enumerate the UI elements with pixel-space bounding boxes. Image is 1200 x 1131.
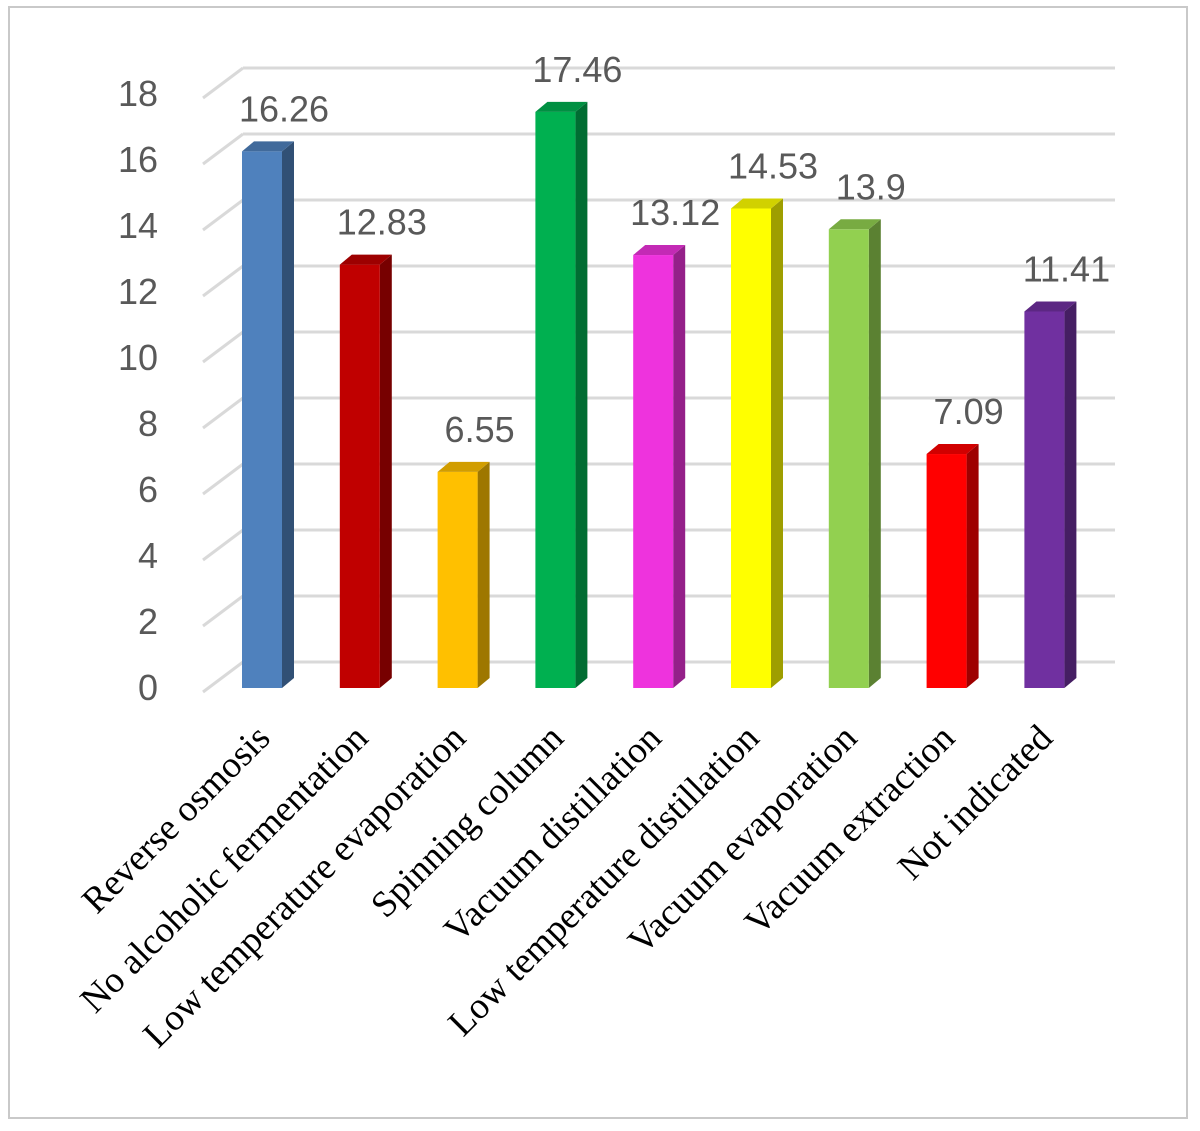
chart-frame — [8, 6, 1188, 1119]
y-tick-label: 14 — [118, 205, 158, 246]
bar-top — [339, 254, 392, 265]
data-label: 17.46 — [532, 49, 622, 90]
bar-side — [379, 254, 392, 689]
bars — [242, 101, 1077, 689]
bar-side — [477, 461, 490, 688]
bar-side — [1064, 301, 1077, 688]
data-label: 6.55 — [445, 409, 515, 450]
bar-top — [242, 141, 294, 152]
y-tick-label: 18 — [118, 73, 158, 114]
y-tick-label: 16 — [118, 139, 158, 180]
y-tick-label: 6 — [138, 469, 158, 510]
bar-top — [633, 245, 686, 256]
bar-front — [339, 264, 380, 688]
gridline-edge — [202, 330, 244, 364]
gridline-edge — [202, 264, 244, 298]
bar-front — [242, 151, 282, 689]
gridline-edge — [202, 198, 244, 232]
gridline-edge — [202, 132, 244, 166]
gridline-edge — [202, 594, 244, 628]
y-tick-label: 2 — [138, 601, 158, 642]
bar — [633, 245, 686, 689]
y-tick-label: 10 — [118, 337, 158, 378]
bar-front — [828, 229, 869, 689]
gridline-edge — [202, 462, 244, 496]
bar-side — [966, 444, 979, 688]
bar — [926, 444, 979, 688]
bar-top — [535, 101, 588, 112]
bar — [242, 141, 294, 689]
gridline-edge — [202, 528, 244, 562]
data-label: 13.9 — [836, 166, 906, 207]
data-label: 11.41 — [1023, 248, 1110, 289]
gridline-edge — [202, 396, 244, 430]
bar-front — [437, 471, 478, 688]
bar-top — [437, 461, 490, 472]
bar-front — [1024, 311, 1065, 688]
bar-side — [282, 141, 294, 689]
bar — [437, 461, 490, 688]
data-label: 16.26 — [239, 88, 329, 129]
bar-front — [926, 454, 967, 688]
bar — [828, 219, 881, 689]
bar-top — [926, 444, 979, 455]
bar-top — [731, 198, 783, 209]
bar-front — [535, 111, 576, 688]
bar — [535, 101, 588, 688]
bar — [339, 254, 392, 689]
data-label: 12.83 — [337, 202, 427, 243]
y-tick-label: 8 — [138, 403, 158, 444]
bar — [1024, 301, 1077, 688]
y-tick-label: 12 — [118, 271, 158, 312]
y-tick-label: 0 — [138, 667, 158, 708]
bar-side — [771, 198, 783, 688]
bar-side — [575, 101, 588, 688]
data-label: 13.12 — [630, 192, 720, 233]
data-label: 7.09 — [934, 391, 1004, 432]
gridline-edge — [202, 66, 244, 100]
data-label: 14.53 — [728, 146, 818, 187]
bar — [731, 198, 783, 688]
gridline-edge — [202, 660, 244, 694]
bar-front — [731, 208, 771, 688]
bar-side — [868, 219, 881, 689]
y-axis-ticks: 0 2 4 6 8 10 12 14 16 18 — [118, 73, 158, 708]
bar-side — [673, 245, 686, 689]
bar-top — [1024, 301, 1077, 312]
y-tick-label: 4 — [138, 535, 158, 576]
bar-top — [828, 219, 881, 230]
bar-front — [633, 255, 674, 689]
